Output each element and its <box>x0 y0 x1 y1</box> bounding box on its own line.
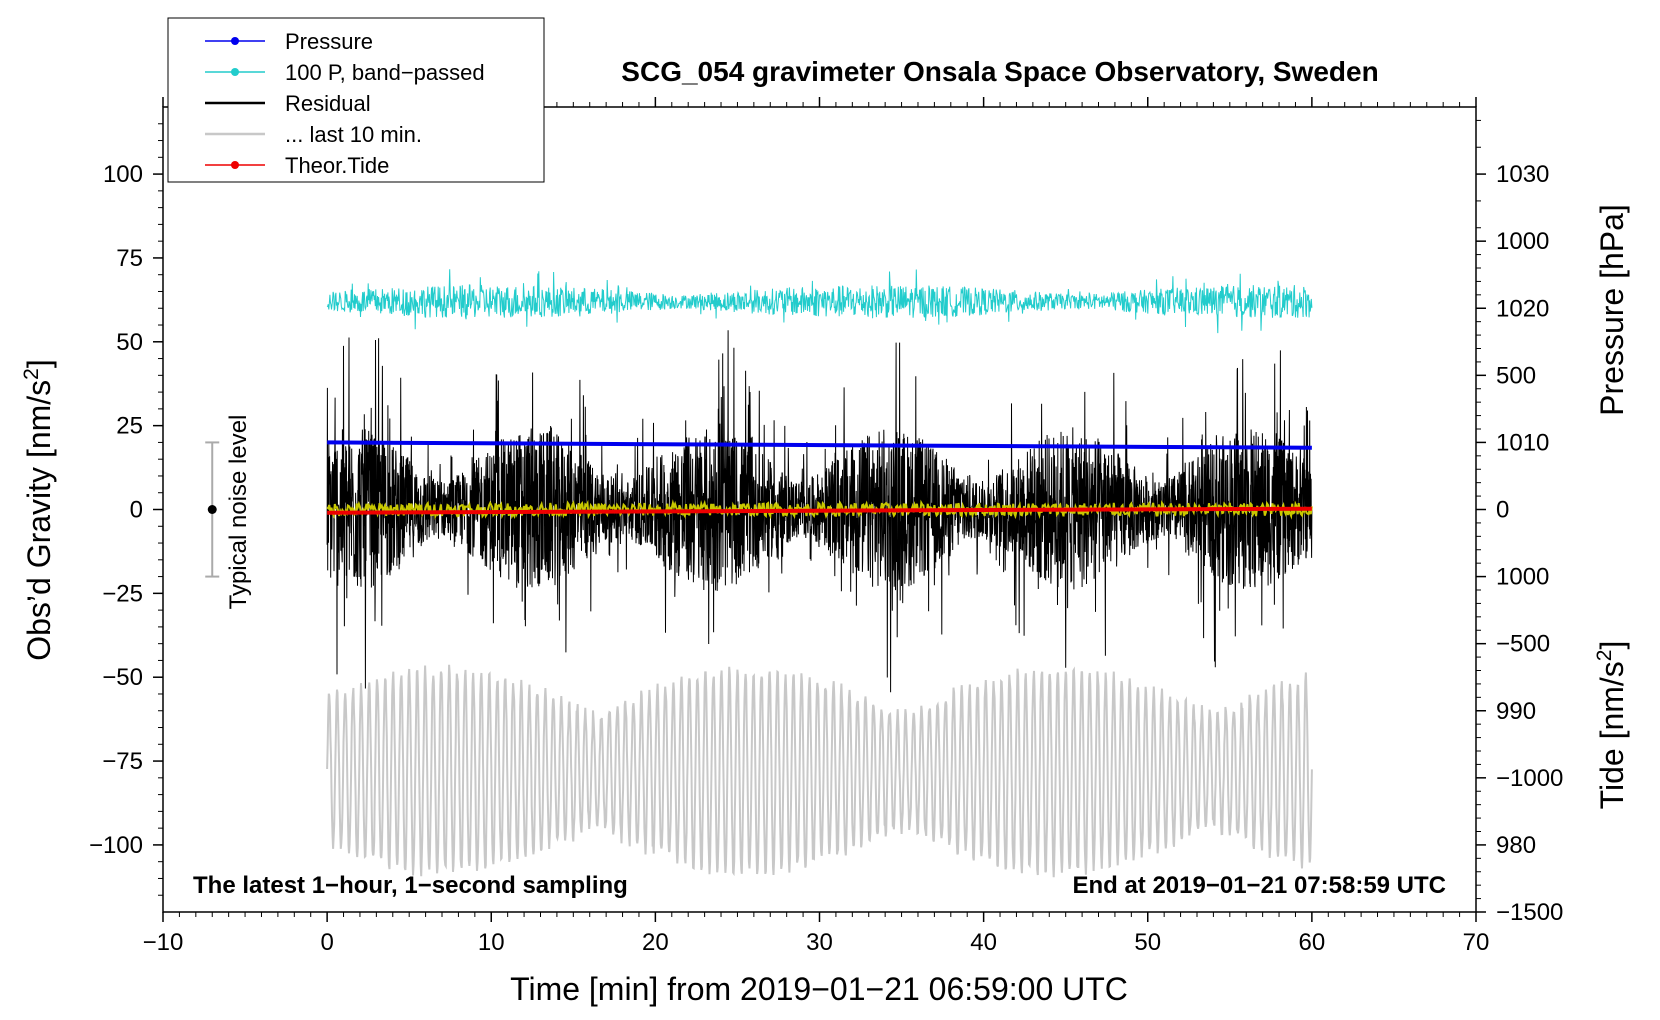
y-left-tick-label: 75 <box>116 245 143 272</box>
tide-tick-label: −1500 <box>1496 899 1563 926</box>
legend-label: ... last 10 min. <box>285 122 422 147</box>
tide-tick-label: −1000 <box>1496 765 1563 792</box>
y-left-label-main: Obs’d Gravity [nm/s <box>21 380 57 661</box>
x-tick-label: 70 <box>1463 929 1490 956</box>
x-tick-label: 0 <box>320 929 333 956</box>
tide-axis-label: Tide [nm/s2] <box>1593 641 1630 810</box>
legend: Pressure 100 P, band−passed Residual ... la… <box>167 17 545 183</box>
y-left-tick-label: 25 <box>116 413 143 440</box>
annotation-sampling: The latest 1−hour, 1−second sampling <box>193 872 628 899</box>
x-tick-label: 20 <box>642 929 669 956</box>
smoothed-residual-line <box>326 499 1313 520</box>
y-left-tick-label: −25 <box>102 580 143 607</box>
pressure-tick-label: 1010 <box>1496 429 1549 456</box>
tide-axis-ticks: 1000 500 0 −500 −1000 −1500 <box>1476 228 1563 926</box>
x-tick-label: 30 <box>806 929 833 956</box>
pressure-axis-ticks: 1030 1020 1010 1000 990 980 <box>1476 119 1549 900</box>
tide-label-close: ] <box>1594 641 1630 650</box>
tide-label-sup: 2 <box>1593 650 1616 662</box>
tide-tick-label: −500 <box>1496 631 1550 658</box>
pressure-line <box>327 440 1312 450</box>
y-left-tick-label: 50 <box>116 329 143 356</box>
residual-line <box>326 330 1313 693</box>
tide-label-main: Tide [nm/s <box>1594 661 1630 809</box>
y-left-tick-label: −100 <box>89 832 143 859</box>
legend-label: Theor.Tide <box>285 153 389 178</box>
legend-label: 100 P, band−passed <box>285 60 485 85</box>
noise-bar-center-dot <box>207 505 217 514</box>
y-left-tick-label: 100 <box>103 161 143 188</box>
legend-label: Pressure <box>285 29 373 54</box>
legend-swatch-marker <box>231 68 239 76</box>
legend-swatch-marker <box>231 161 239 169</box>
pressure-tick-label: 1000 <box>1496 564 1549 591</box>
bandpassed-line <box>326 269 1313 334</box>
y-left-tick-label: 0 <box>130 497 143 524</box>
tide-tick-label: 1000 <box>1496 228 1549 255</box>
x-tick-label: −10 <box>143 929 184 956</box>
y-left-label-close: ] <box>21 359 57 368</box>
y-left-axis-label: Obs’d Gravity [nm/s2] <box>20 359 57 661</box>
tide-line <box>327 506 1312 515</box>
tide-series <box>327 506 1312 515</box>
pressure-tick-label: 1030 <box>1496 161 1549 188</box>
x-axis-ticks: −10 0 10 20 30 40 50 60 70 <box>143 97 1490 956</box>
last-10-min-series <box>326 664 1313 878</box>
x-axis-label: Time [min] from 2019−01−21 06:59:00 UTC <box>510 971 1128 1007</box>
pressure-tick-label: 1020 <box>1496 295 1549 322</box>
x-tick-label: 60 <box>1299 929 1326 956</box>
noise-level-label: Typical noise level <box>225 415 252 610</box>
annotation-end-time: End at 2019−01−21 07:58:59 UTC <box>1072 872 1446 899</box>
bandpassed-pressure-series <box>326 269 1313 334</box>
x-tick-label: 40 <box>970 929 997 956</box>
pressure-series <box>327 440 1312 450</box>
pressure-tick-label: 990 <box>1496 698 1536 725</box>
legend-swatch-marker <box>231 37 239 45</box>
legend-label: Residual <box>285 91 371 116</box>
residual-series <box>326 330 1313 693</box>
noise-level-bar <box>205 441 220 578</box>
y-left-axis-ticks: 100 75 50 25 0 −25 −50 −75 −100 <box>89 123 163 896</box>
x-tick-label: 10 <box>478 929 505 956</box>
pressure-tick-label: 980 <box>1496 832 1536 859</box>
legend-box <box>167 17 545 183</box>
y-left-tick-label: −50 <box>102 664 143 691</box>
y-left-tick-label: −75 <box>102 748 143 775</box>
last-10-min-line <box>326 664 1313 878</box>
smoothed-residual-series <box>326 499 1313 520</box>
pressure-axis-label: Pressure [hPa] <box>1594 204 1630 416</box>
tide-tick-label: 500 <box>1496 362 1536 389</box>
y-left-label-sup: 2 <box>20 368 43 380</box>
tide-tick-label: 0 <box>1496 497 1509 524</box>
x-tick-label: 50 <box>1134 929 1161 956</box>
chart-title: SCG_054 gravimeter Onsala Space Observat… <box>621 56 1378 87</box>
